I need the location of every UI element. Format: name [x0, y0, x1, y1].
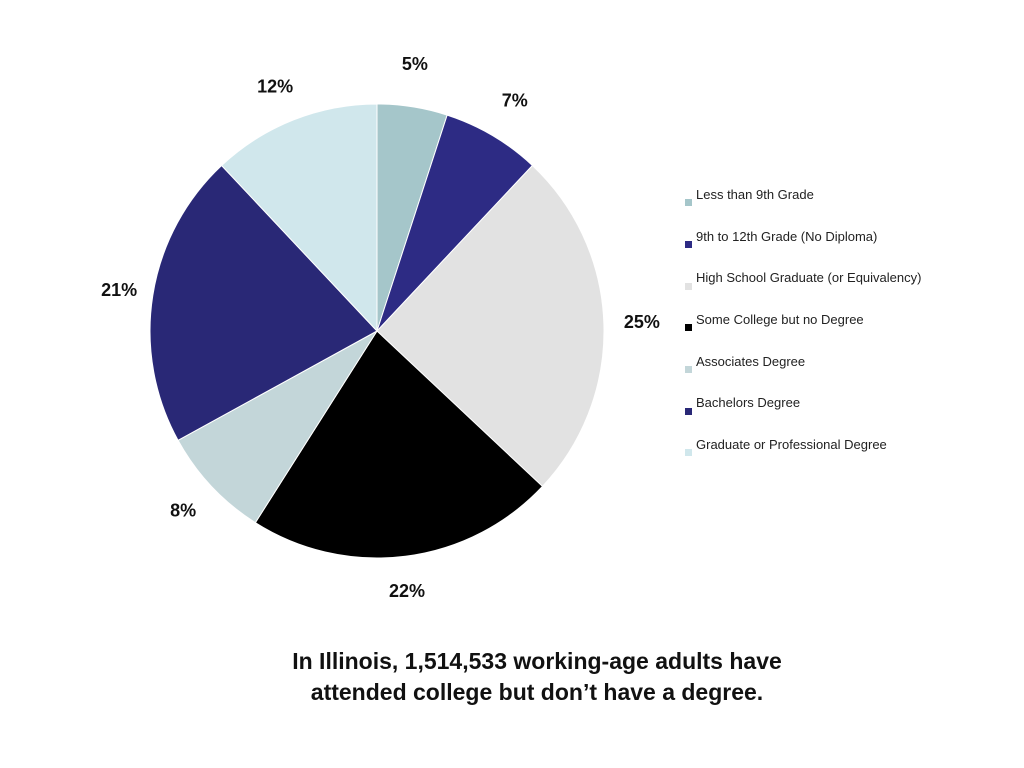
- pie-slice: [177, 330, 378, 524]
- legend-label: 9th to 12th Grade (No Diploma): [696, 228, 878, 244]
- legend-item: Associates Degree: [685, 349, 1005, 391]
- slice-value-label: 5%: [402, 54, 428, 74]
- slice-value-label: 7%: [502, 90, 528, 110]
- legend-swatch: [685, 199, 692, 207]
- pie-slice: [220, 103, 378, 333]
- caption-line-1: In Illinois, 1,514,533 working-age adult…: [292, 648, 782, 674]
- chart-legend: Less than 9th Grade 9th to 12th Grade (N…: [685, 182, 1005, 474]
- legend-label: Graduate or Professional Degree: [696, 436, 887, 452]
- legend-item: 9th to 12th Grade (No Diploma): [685, 224, 1005, 266]
- legend-label: Bachelors Degree: [696, 395, 801, 411]
- pie-slice: [376, 164, 605, 488]
- legend-swatch: [685, 366, 692, 374]
- pie-slice: [149, 164, 378, 442]
- legend-label: Some College but no Degree: [696, 311, 864, 327]
- legend-label: Associates Degree: [696, 353, 806, 369]
- legend-item: Bachelors Degree: [685, 390, 1005, 432]
- slice-value-label: 21%: [101, 280, 137, 300]
- legend-label: High School Graduate (or Equivalency): [696, 270, 922, 286]
- slice-value-label: 8%: [170, 500, 196, 520]
- pie-slice: [254, 330, 544, 559]
- slice-value-label: 12%: [257, 77, 293, 97]
- legend-swatch: [685, 241, 692, 249]
- legend-item: Some College but no Degree: [685, 307, 1005, 349]
- legend-swatch: [685, 282, 692, 290]
- legend-swatch: [685, 324, 692, 332]
- legend-item: Less than 9th Grade: [685, 182, 1005, 224]
- slice-value-label: 22%: [389, 581, 425, 601]
- chart-caption: In Illinois, 1,514,533 working-age adult…: [212, 646, 862, 708]
- legend-item: High School Graduate (or Equivalency): [685, 265, 1005, 307]
- legend-item: Graduate or Professional Degree: [685, 432, 1005, 474]
- legend-label: Less than 9th Grade: [696, 186, 814, 202]
- caption-line-2: attended college but don’t have a degree…: [310, 679, 764, 705]
- legend-swatch: [685, 407, 692, 415]
- slice-value-label: 25%: [624, 312, 660, 332]
- legend-swatch: [685, 449, 692, 457]
